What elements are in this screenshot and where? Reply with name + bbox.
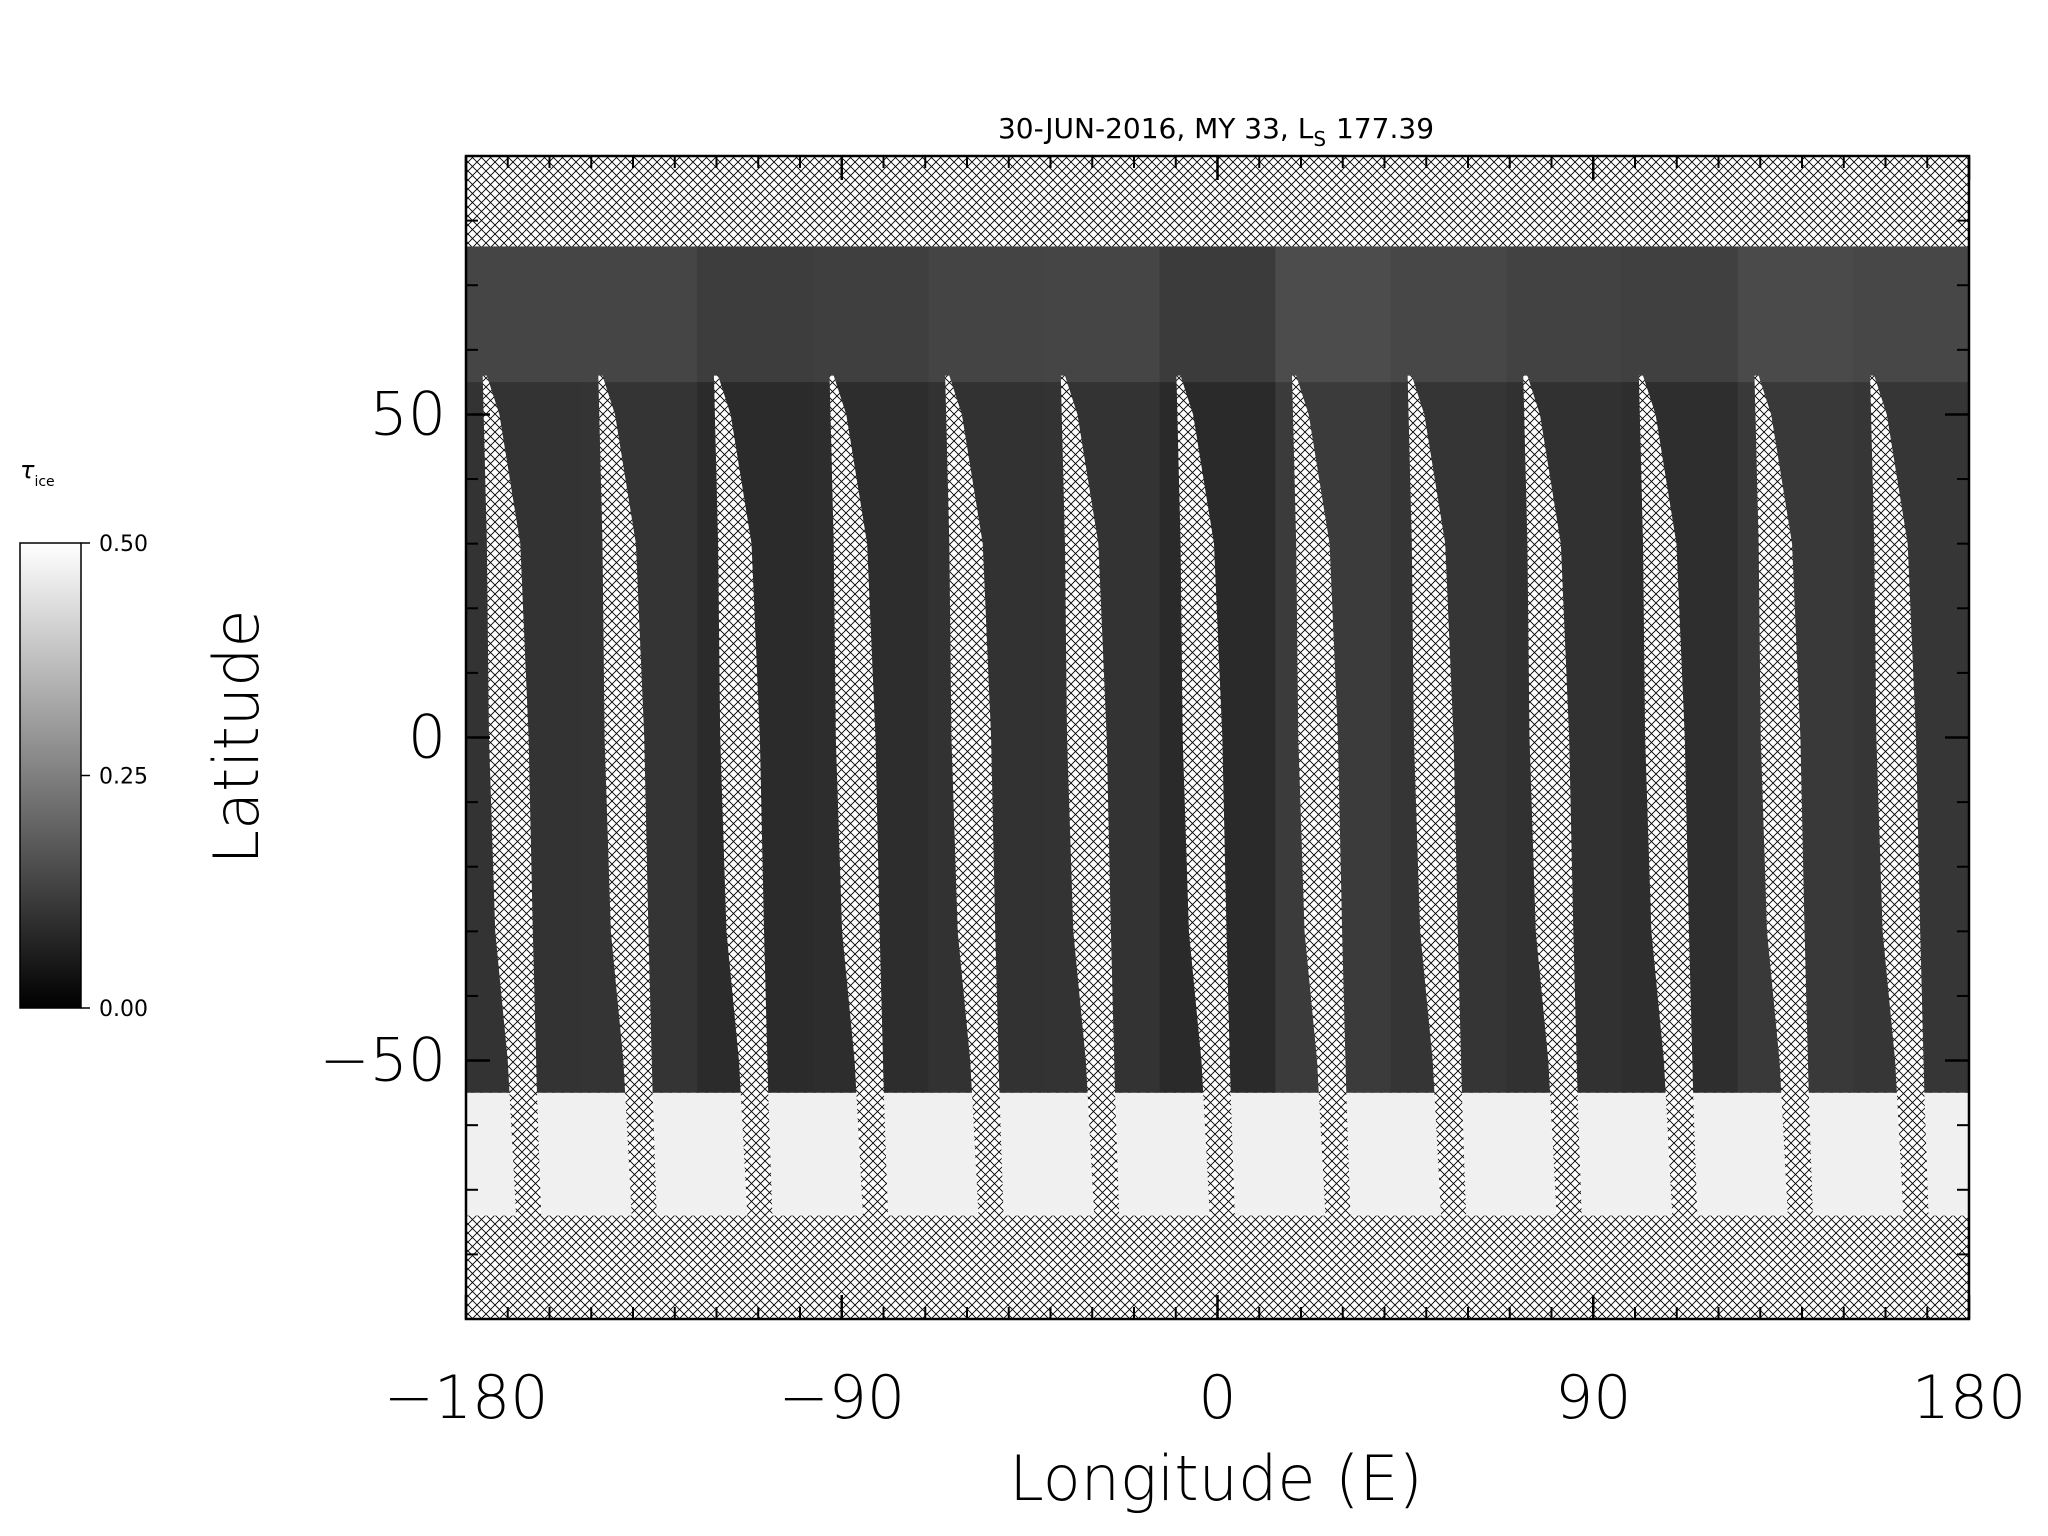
title-suffix: 177.39 bbox=[1336, 112, 1434, 145]
colorbar bbox=[19, 542, 82, 1009]
swath-gap bbox=[482, 375, 542, 1216]
swath-top bbox=[466, 246, 583, 383]
title-text: 30-JUN-2016, MY 33, L bbox=[998, 112, 1314, 145]
swath-gap bbox=[1407, 375, 1467, 1216]
swath-gap bbox=[1523, 375, 1582, 1216]
colorbar-subscript: ice bbox=[34, 474, 54, 490]
swath-gap bbox=[1870, 375, 1929, 1216]
swath-top bbox=[1044, 246, 1161, 383]
swath-top bbox=[581, 246, 699, 383]
swath-top bbox=[1390, 246, 1508, 383]
swath-top bbox=[697, 246, 814, 383]
swath-gap bbox=[1754, 375, 1813, 1216]
swath-gap bbox=[829, 375, 888, 1216]
colorbar-tick-label: 0.50 bbox=[99, 532, 148, 557]
chart-title: 30-JUN-2016, MY 33, LS 177.39 bbox=[998, 112, 1434, 151]
swath-top bbox=[1737, 246, 1855, 383]
swath-gap bbox=[1292, 375, 1351, 1216]
x-axis-label: Longitude (E) bbox=[1009, 1442, 1422, 1515]
y-tick-label: 50 bbox=[370, 379, 446, 449]
swath-top bbox=[1853, 246, 1970, 383]
swath-top bbox=[1506, 246, 1624, 383]
x-tick-label: 0 bbox=[1198, 1363, 1236, 1433]
map-area bbox=[464, 154, 1971, 1321]
swath-gap bbox=[713, 375, 773, 1216]
swath-top bbox=[1275, 246, 1392, 383]
colorbar-symbol: τ bbox=[20, 456, 35, 484]
title-subscript: S bbox=[1313, 127, 1326, 151]
x-tick-label: −90 bbox=[778, 1363, 905, 1433]
y-tick-label: 0 bbox=[408, 703, 446, 773]
colorbar-tick-label: 0.00 bbox=[99, 997, 148, 1022]
x-tick-label: 90 bbox=[1555, 1363, 1631, 1433]
swath-gap bbox=[1060, 375, 1120, 1216]
swath-top bbox=[1622, 246, 1739, 383]
swath-top bbox=[928, 246, 1046, 383]
swath-gap bbox=[945, 375, 1004, 1216]
x-tick-label: −180 bbox=[384, 1363, 549, 1433]
swath-top bbox=[812, 246, 930, 383]
colorbar-label: τice bbox=[20, 456, 55, 490]
swath-gap bbox=[598, 375, 657, 1216]
colorbar-tick-label: 0.25 bbox=[99, 765, 148, 790]
swath-gap bbox=[1176, 375, 1235, 1216]
swath-top bbox=[1159, 246, 1277, 383]
swath-gap bbox=[1638, 375, 1698, 1216]
y-axis-label: Latitude bbox=[200, 609, 273, 864]
y-tick-label: −50 bbox=[319, 1026, 446, 1096]
x-tick-label: 180 bbox=[1912, 1363, 2027, 1433]
